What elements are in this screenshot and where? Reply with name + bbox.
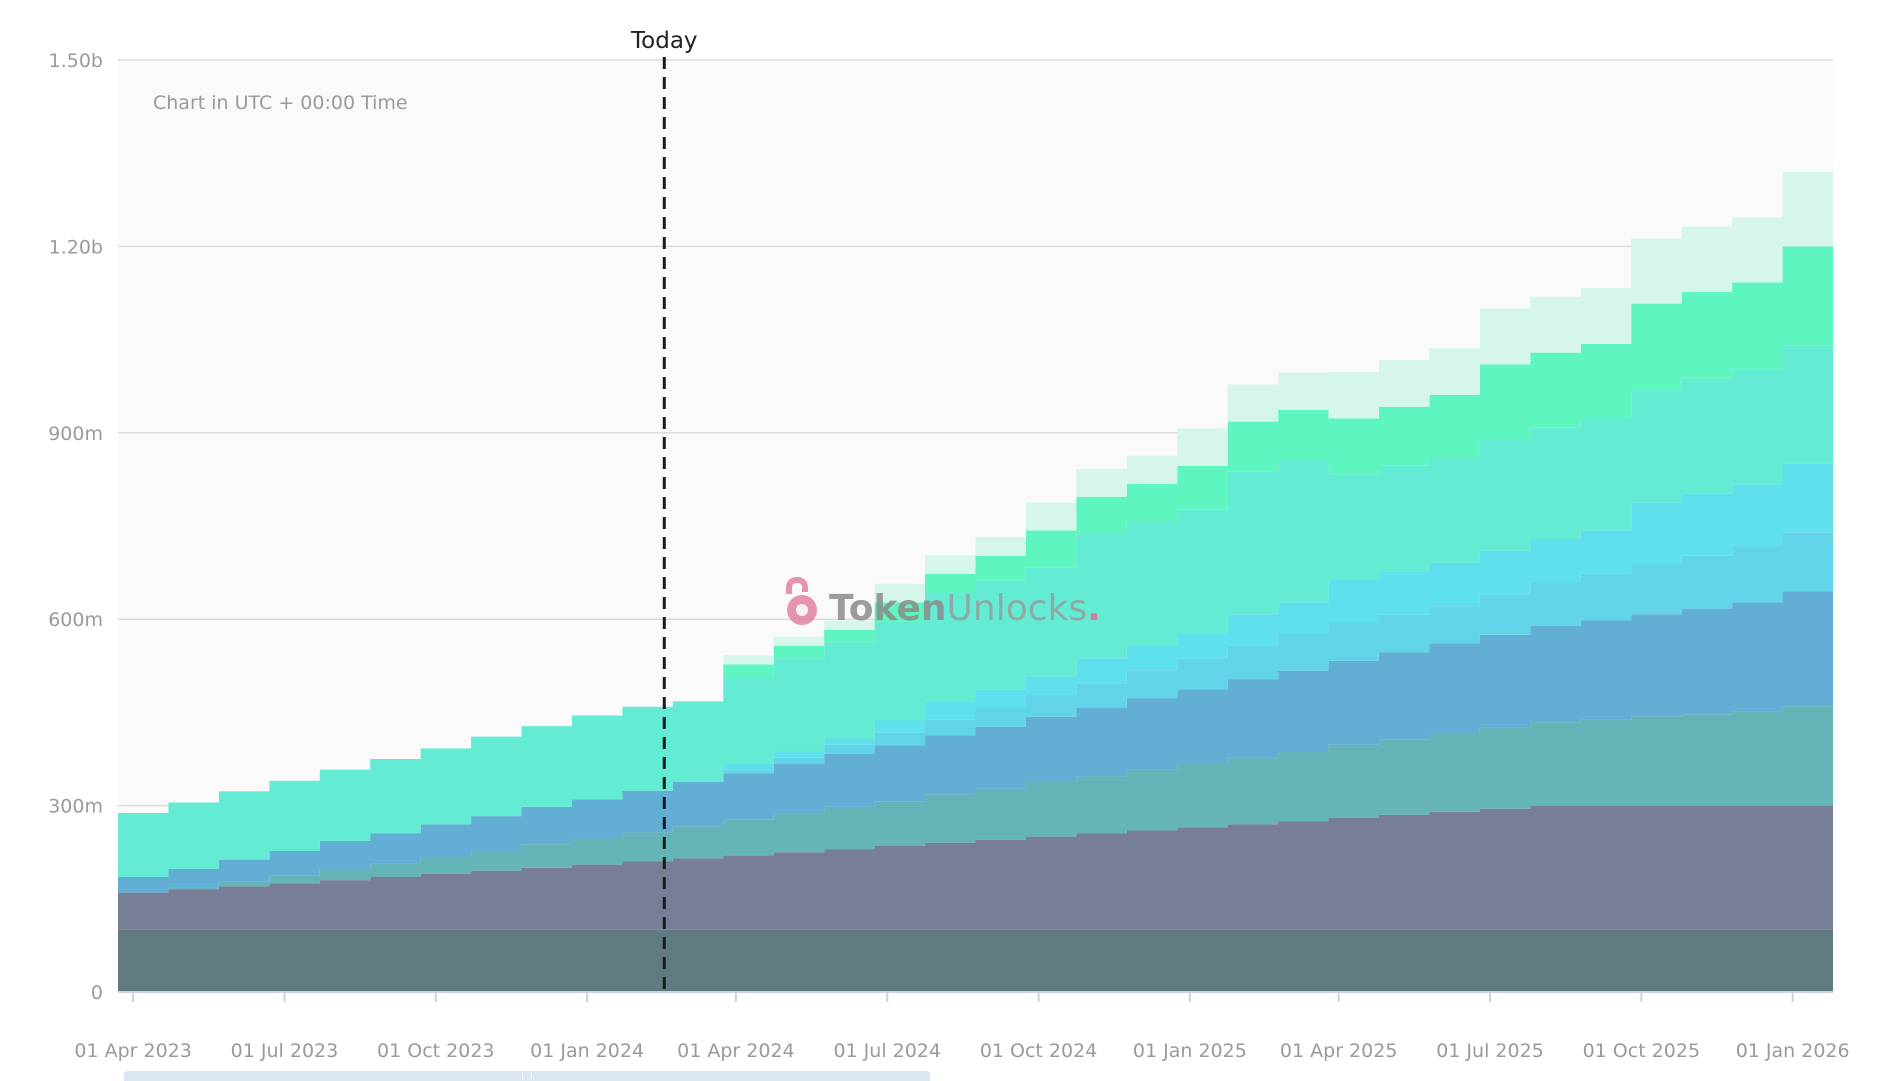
area-series-5 [118,532,1833,878]
y-tick-label: 1.20b [49,236,103,258]
y-tick-label: 300m [48,796,103,818]
timezone-note: Chart in UTC + 00:00 Time [153,92,408,114]
x-tick-label: 01 Jan 2025 [1133,1040,1247,1062]
watermark: TokenUnlocks. [786,576,1101,629]
x-tick-label: 01 Jul 2023 [231,1040,339,1062]
lock-icon [786,576,817,625]
x-tick-label: 01 Oct 2025 [1583,1040,1700,1062]
svg-text:TokenUnlocks.: TokenUnlocks. [829,588,1101,629]
area-series-1 [118,929,1833,992]
area-series-4 [118,591,1833,893]
y-tick-label: 1.50b [49,50,103,72]
area-series-6 [118,463,1833,878]
y-tick-label: 900m [48,423,103,445]
area-series-3 [118,706,1833,893]
today-marker: Today [630,28,698,992]
area-series-7 [118,345,1833,878]
x-tick-label: 01 Jul 2024 [833,1040,941,1062]
x-tick-label: 01 Apr 2023 [74,1040,191,1062]
scrollbar-grip[interactable] [522,1072,532,1078]
stacked-areas [118,171,1833,992]
x-tick-label: 01 Jul 2025 [1436,1040,1544,1062]
area-series-2 [118,805,1833,930]
watermark-dot: . [1087,588,1101,629]
watermark-token: Token [829,588,947,629]
today-label: Today [630,28,698,54]
y-tick-label: 600m [48,609,103,631]
x-tick-label: 01 Oct 2023 [377,1040,494,1062]
x-tick-label: 01 Apr 2024 [677,1040,794,1062]
x-tick-label: 01 Oct 2024 [980,1040,1097,1062]
x-tick-label: 01 Jan 2024 [530,1040,644,1062]
watermark-unlocks: Unlocks [947,588,1088,629]
chart-range-scrollbar[interactable] [124,1071,930,1081]
y-axis: 0 300m 600m 900m 1.20b 1.50b [48,50,103,1004]
x-tick-label: 01 Jan 2026 [1736,1040,1850,1062]
y-tick-label: 0 [91,982,103,1004]
x-tick-label: 01 Apr 2025 [1280,1040,1397,1062]
x-axis: 01 Apr 2023 01 Jul 2023 01 Oct 2023 01 Jan … [74,991,1850,1062]
